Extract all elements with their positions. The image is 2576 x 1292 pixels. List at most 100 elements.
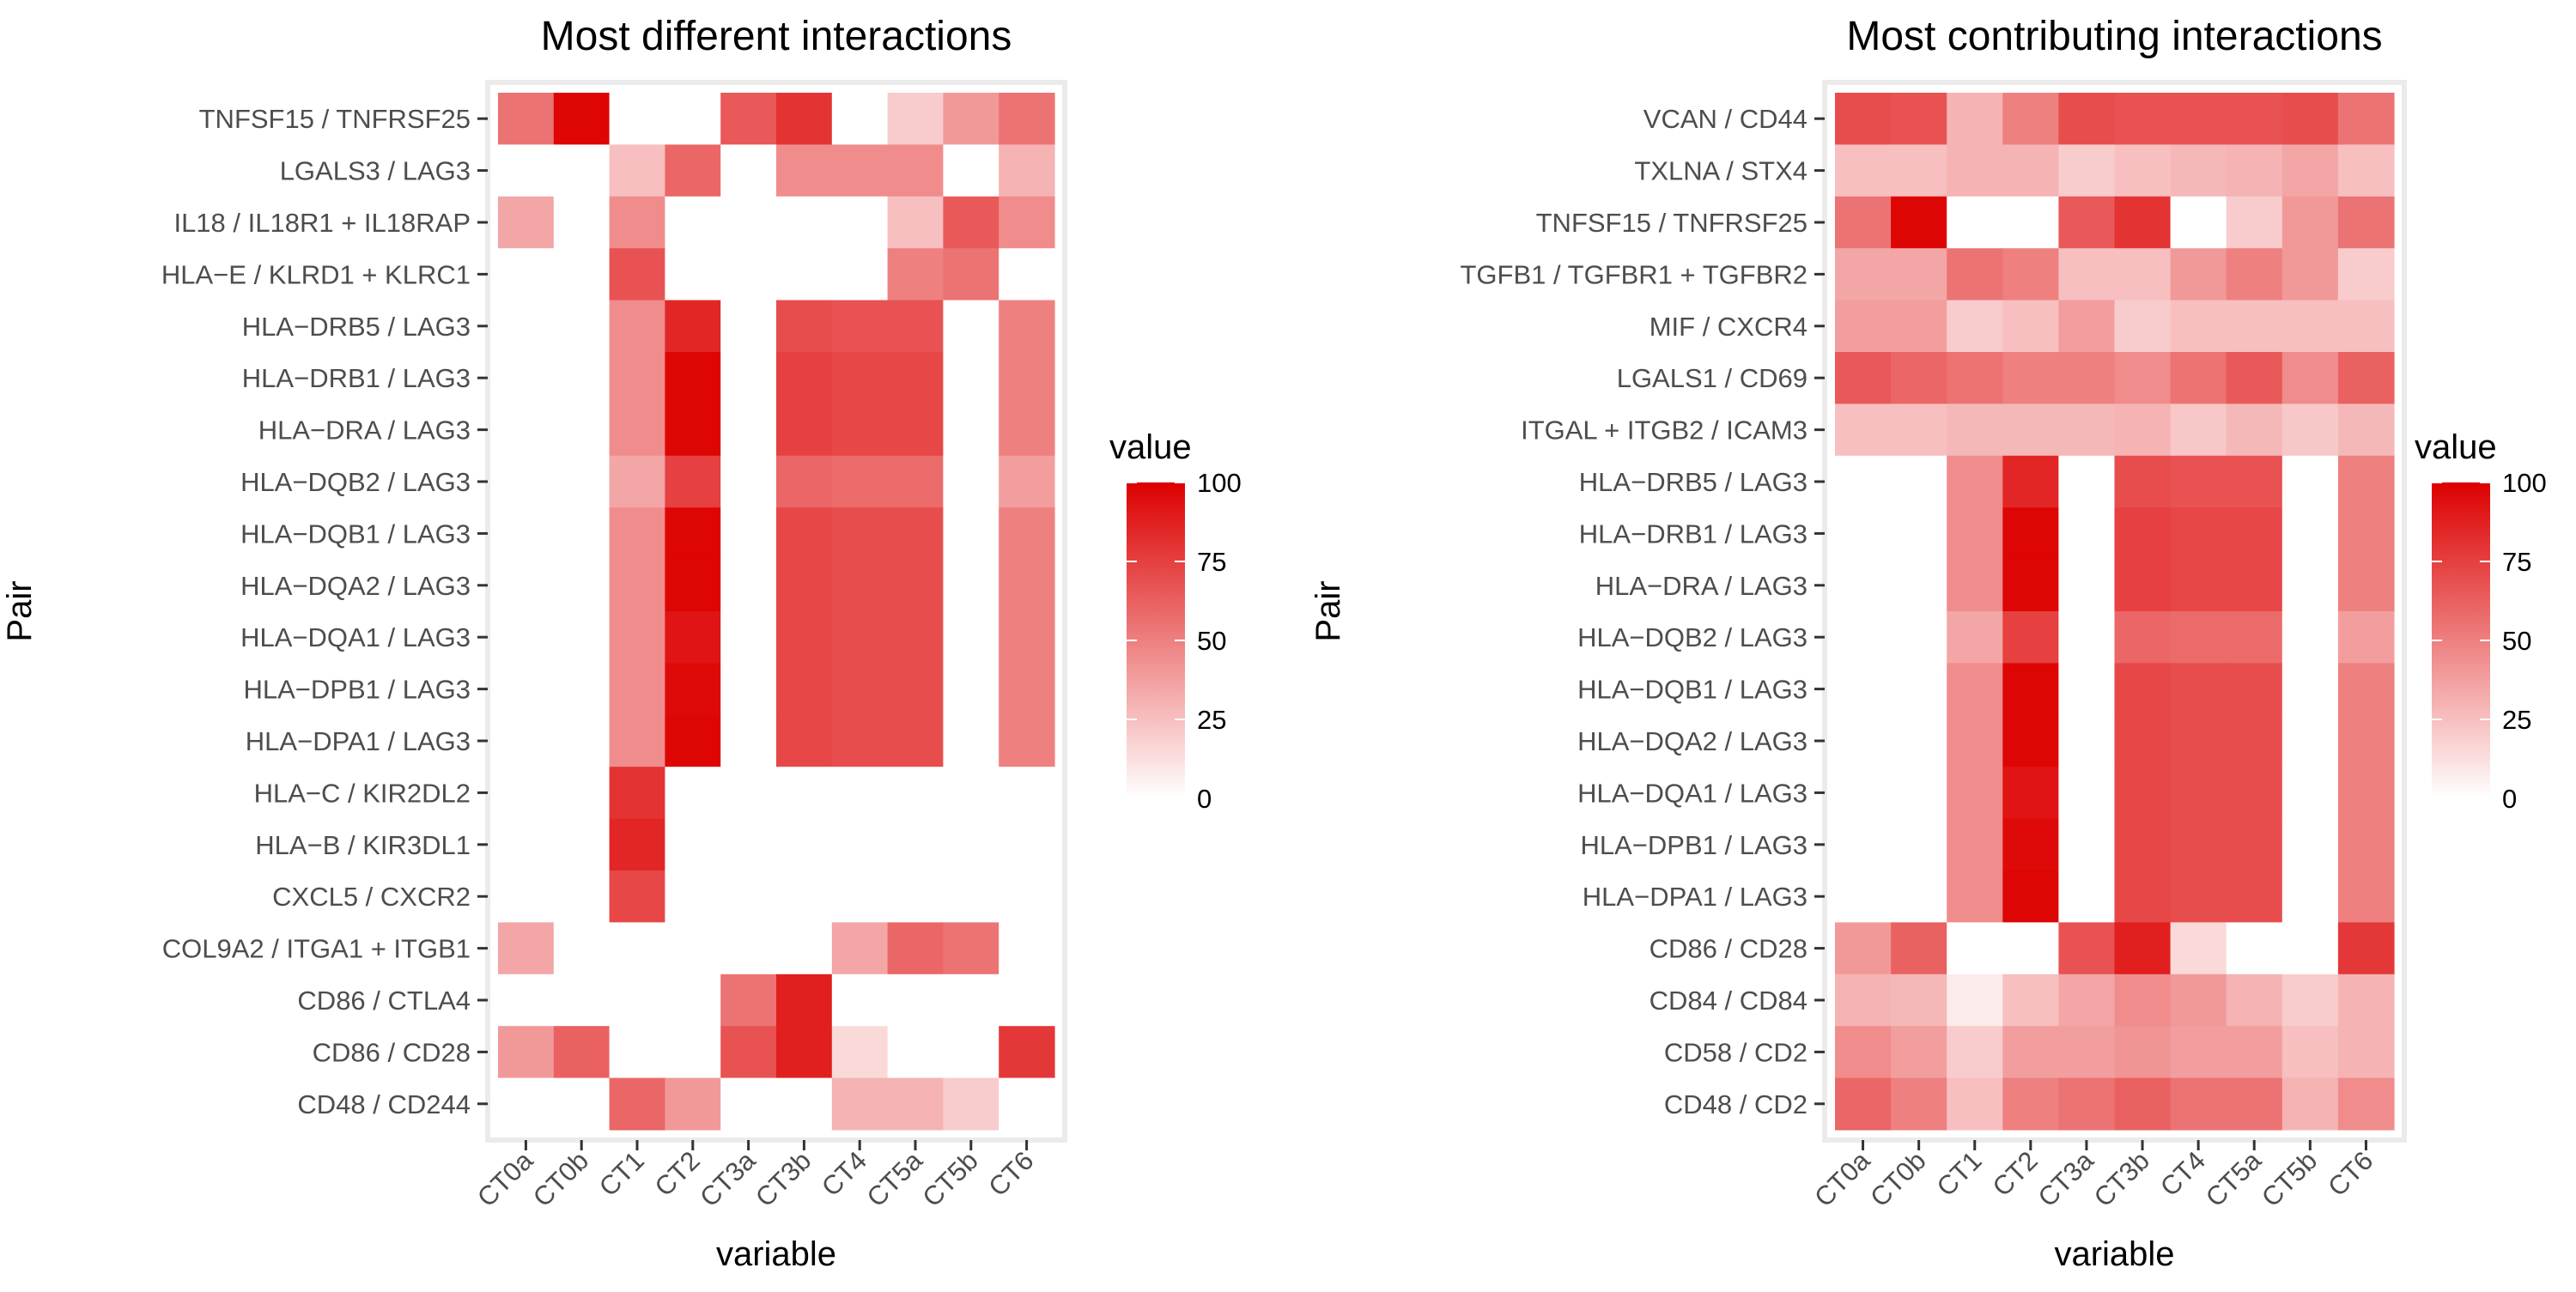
heatmap-cell xyxy=(2281,93,2339,145)
heatmap-cell xyxy=(887,559,944,612)
heatmap-cell xyxy=(2114,300,2172,353)
heatmap-cell xyxy=(609,663,665,716)
heatmap-cell xyxy=(776,1026,833,1079)
heatmap-cell xyxy=(2058,559,2116,612)
heatmap-cell xyxy=(720,922,777,975)
heatmap-cell xyxy=(2002,196,2059,249)
heatmap-cell xyxy=(553,507,611,561)
heatmap-cell xyxy=(553,974,611,1027)
heatmap-cell xyxy=(2226,559,2283,612)
heatmap-cell xyxy=(2058,507,2116,561)
heatmap-cell xyxy=(776,144,833,197)
heatmap-cell xyxy=(2114,455,2172,508)
y-tick-label: ITGAL + ITGB2 / ICAM3 xyxy=(1521,416,1807,446)
legend-tick-label: 0 xyxy=(2502,784,2517,814)
heatmap-cell xyxy=(2337,248,2395,301)
heatmap-cell xyxy=(887,818,944,871)
heatmap-cell xyxy=(1947,714,2003,767)
heatmap-cell xyxy=(2002,870,2059,923)
heatmap-cell xyxy=(2114,93,2172,145)
heatmap-cell xyxy=(498,403,555,457)
heatmap-cell xyxy=(2281,144,2339,197)
heatmap-cell xyxy=(609,767,665,820)
heatmap-cell xyxy=(609,1026,665,1079)
x-tick-label: CT0b xyxy=(1864,1145,1931,1212)
heatmap-cell xyxy=(553,196,611,249)
heatmap-cell xyxy=(776,403,833,457)
y-tick-label: HLA−B / KIR3DL1 xyxy=(255,830,471,860)
heatmap-cell xyxy=(498,507,555,561)
heatmap-cell xyxy=(1947,611,2003,664)
heatmap-cell xyxy=(1891,818,1947,871)
heatmap-cell xyxy=(553,455,611,508)
y-tick-label: HLA−DQB1 / LAG3 xyxy=(1577,675,1807,705)
heatmap-cell xyxy=(943,767,999,820)
heatmap-cell xyxy=(553,248,611,301)
heatmap-cell xyxy=(1947,974,2003,1027)
heatmap-cell xyxy=(1835,922,1892,975)
heatmap-cell xyxy=(2114,818,2172,871)
heatmap-cell xyxy=(999,300,1055,353)
heatmap-cell xyxy=(1835,559,1892,612)
heatmap-cell xyxy=(2226,1026,2283,1079)
y-tick-label: HLA−DPA1 / LAG3 xyxy=(1583,882,1807,912)
heatmap-cell xyxy=(665,352,721,404)
heatmap-cell xyxy=(2170,144,2227,197)
heatmap-cell xyxy=(2114,144,2172,197)
heatmap-cell xyxy=(665,455,721,508)
heatmap-cell xyxy=(720,93,777,145)
heatmap-cell xyxy=(609,248,665,301)
heatmap-cell xyxy=(999,403,1055,457)
heatmap-cell xyxy=(2058,403,2116,457)
heatmap-cell xyxy=(553,663,611,716)
y-tick-label: CXCL5 / CXCR2 xyxy=(272,882,471,912)
heatmap-cell xyxy=(1947,1026,2003,1079)
heatmap-cell xyxy=(498,870,555,923)
heatmap-cell xyxy=(720,714,777,767)
legend-title: value xyxy=(1109,428,1192,466)
heatmap-cell xyxy=(1891,559,1947,612)
y-tick-label: HLA−E / KLRD1 + KLRC1 xyxy=(161,259,471,289)
heatmap-cell xyxy=(2226,818,2283,871)
heatmap-cell xyxy=(2058,455,2116,508)
y-tick-label: IL18 / IL18R1 + IL18RAP xyxy=(173,208,471,238)
x-tick-label: CT3b xyxy=(750,1145,817,1212)
heatmap-cell xyxy=(831,93,889,145)
heatmap-cell xyxy=(887,663,944,716)
y-tick-label: CD86 / CD28 xyxy=(1649,934,1807,964)
heatmap-cell xyxy=(887,248,944,301)
heatmap-cell xyxy=(999,559,1055,612)
heatmap-cell xyxy=(665,922,721,975)
heatmap-cell xyxy=(1947,248,2003,301)
heatmap-cell xyxy=(1835,93,1892,145)
heatmap-cell xyxy=(2170,611,2227,664)
heatmap-cell xyxy=(609,196,665,249)
heatmap-cell xyxy=(2002,1077,2059,1131)
y-tick-label: CD48 / CD244 xyxy=(297,1089,471,1119)
heatmap-cell xyxy=(720,455,777,508)
y-tick-label: MIF / CXCR4 xyxy=(1649,312,1807,342)
y-tick-label: TNFSF15 / TNFRSF25 xyxy=(199,104,471,134)
heatmap-cell xyxy=(1891,714,1947,767)
heatmap-cell xyxy=(2281,559,2339,612)
heatmap-cell xyxy=(609,93,665,145)
heatmap-cell xyxy=(2170,870,2227,923)
heatmap-cell xyxy=(609,611,665,664)
heatmap-cell xyxy=(999,455,1055,508)
heatmap-cell xyxy=(2114,1026,2172,1079)
heatmap-cell xyxy=(1835,455,1892,508)
heatmap-cell xyxy=(720,870,777,923)
y-tick-label: COL9A2 / ITGA1 + ITGB1 xyxy=(162,934,471,964)
heatmap-cell xyxy=(1947,1077,2003,1131)
heatmap-cell xyxy=(1947,559,2003,612)
heatmap-cell xyxy=(2002,455,2059,508)
heatmap-cell xyxy=(1947,455,2003,508)
heatmap-cell xyxy=(887,611,944,664)
heatmap-cell xyxy=(1891,767,1947,820)
heatmap-cell xyxy=(831,818,889,871)
heatmap-cell xyxy=(1835,870,1892,923)
heatmap-cell xyxy=(2281,300,2339,353)
heatmap-cell xyxy=(720,403,777,457)
heatmap-cell xyxy=(1947,922,2003,975)
heatmap-cell xyxy=(999,818,1055,871)
